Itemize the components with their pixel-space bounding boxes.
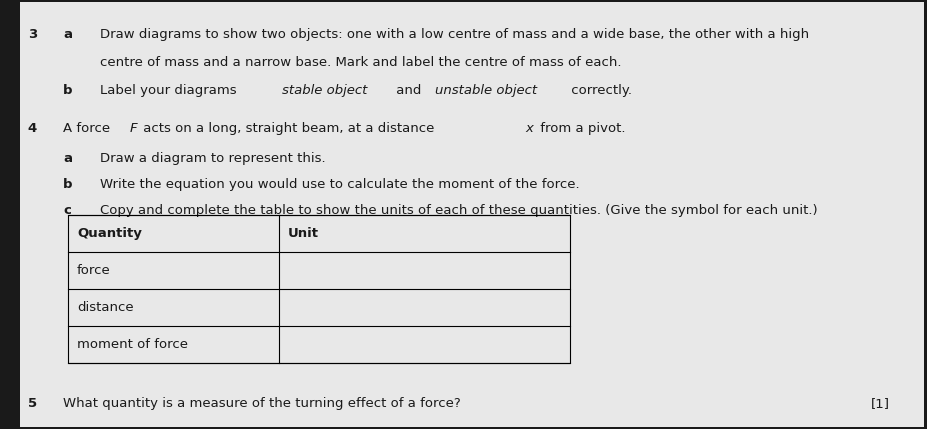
Text: Label your diagrams: Label your diagrams xyxy=(100,84,241,97)
Text: moment of force: moment of force xyxy=(77,338,188,350)
FancyBboxPatch shape xyxy=(20,2,924,427)
Text: distance: distance xyxy=(77,300,133,314)
Text: stable object: stable object xyxy=(282,84,367,97)
Text: Unit: Unit xyxy=(288,227,319,239)
Text: What quantity is a measure of the turning effect of a force?: What quantity is a measure of the turnin… xyxy=(63,397,461,410)
Text: a: a xyxy=(63,152,72,165)
Text: c: c xyxy=(63,204,70,217)
Text: [1]: [1] xyxy=(871,397,890,410)
Text: and: and xyxy=(392,84,425,97)
Text: Draw a diagram to represent this.: Draw a diagram to represent this. xyxy=(100,152,325,165)
Text: A force: A force xyxy=(63,122,114,135)
Text: Draw diagrams to show two objects: one with a low centre of mass and a wide base: Draw diagrams to show two objects: one w… xyxy=(100,28,809,41)
Text: Write the equation you would use to calculate the moment of the force.: Write the equation you would use to calc… xyxy=(100,178,579,191)
Text: unstable object: unstable object xyxy=(436,84,538,97)
Text: force: force xyxy=(77,263,110,277)
Text: 4: 4 xyxy=(28,122,37,135)
Text: from a pivot.: from a pivot. xyxy=(536,122,626,135)
Text: 3: 3 xyxy=(28,28,37,41)
Text: F: F xyxy=(130,122,137,135)
Text: Quantity: Quantity xyxy=(77,227,142,239)
Text: b: b xyxy=(63,84,72,97)
Text: a: a xyxy=(63,28,72,41)
Text: centre of mass and a narrow base. Mark and label the centre of mass of each.: centre of mass and a narrow base. Mark a… xyxy=(100,56,622,69)
Text: acts on a long, straight beam, at a distance: acts on a long, straight beam, at a dist… xyxy=(139,122,438,135)
Text: b: b xyxy=(63,178,72,191)
Text: Copy and complete the table to show the units of each of these quantities. (Give: Copy and complete the table to show the … xyxy=(100,204,818,217)
Text: correctly.: correctly. xyxy=(567,84,632,97)
Text: 5: 5 xyxy=(28,397,37,410)
Text: x: x xyxy=(526,122,534,135)
